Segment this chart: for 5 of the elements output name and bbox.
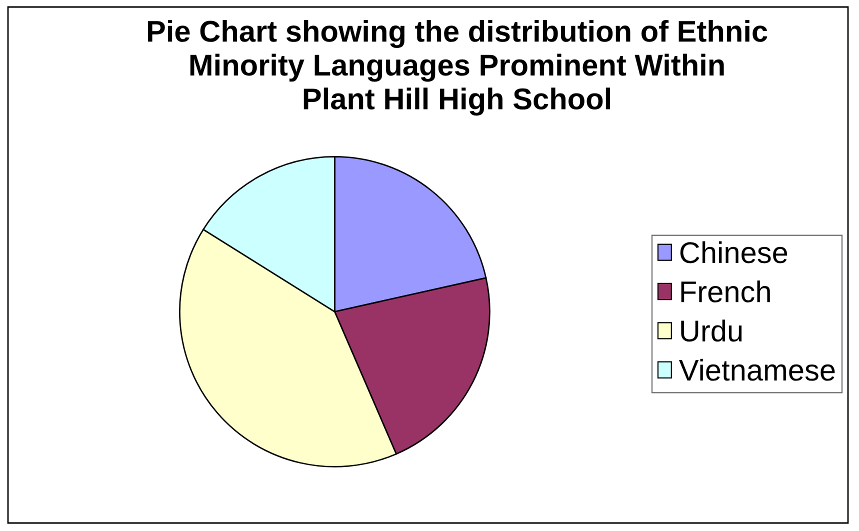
- legend-label: French: [681, 280, 770, 302]
- legend-label: Chinese: [680, 241, 788, 264]
- legend-label: Vietnamese: [679, 358, 835, 381]
- chart-title: Pie Chart showing the distribution of Ethnic Minority Languages Prominent Within Plant Hill High School: [148, 20, 768, 116]
- legend-label: Urdu: [681, 320, 742, 342]
